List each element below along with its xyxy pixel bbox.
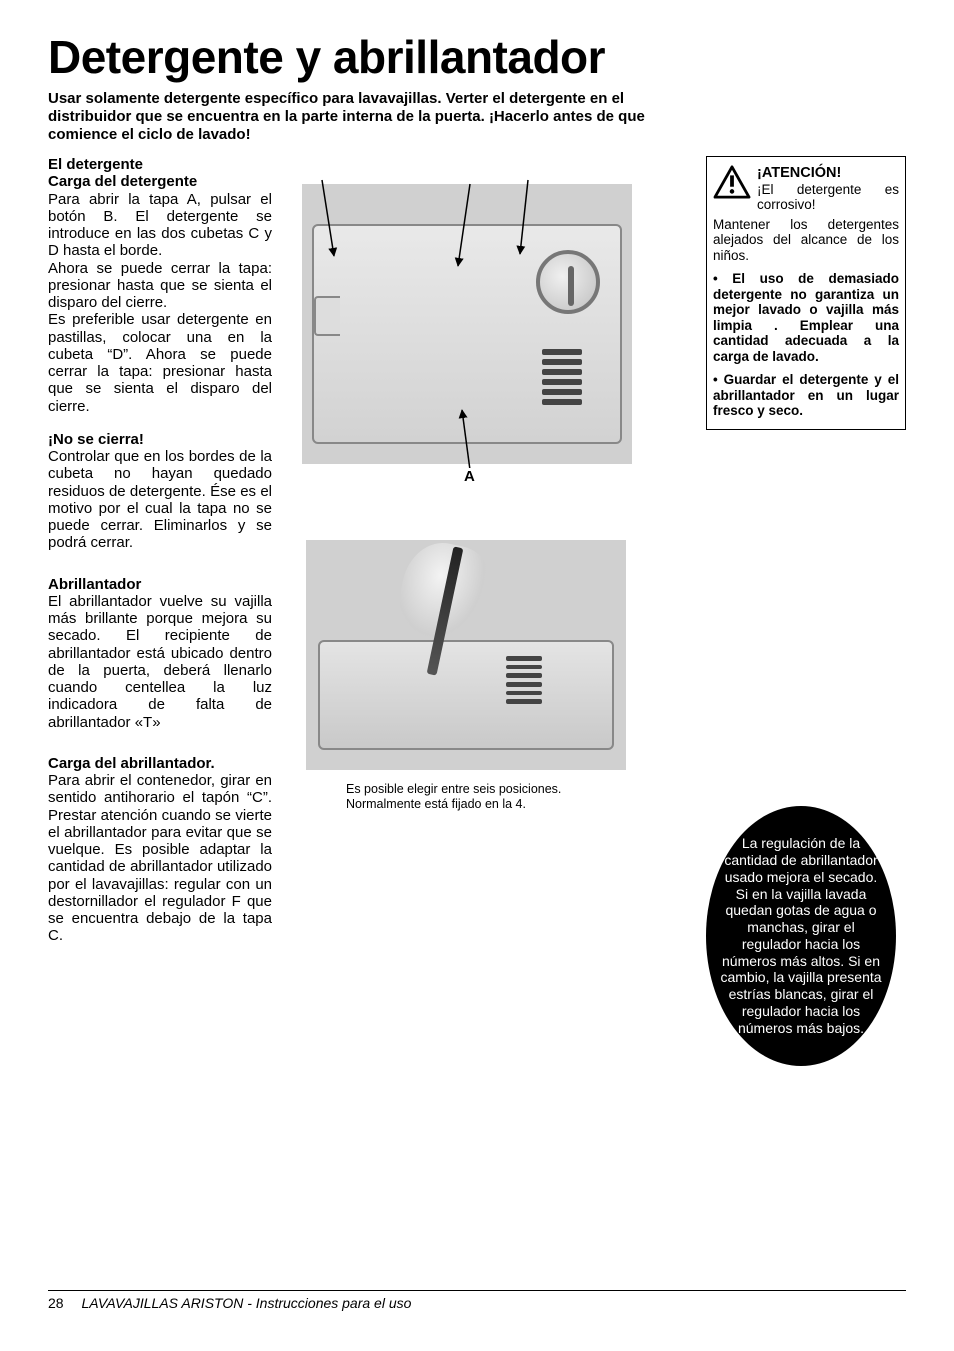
para-open-lid: Para abrir la tapa A, pulsar el botón B.… (48, 191, 272, 260)
para-close-lid: Ahora se puede cerrar la tapa: presionar… (48, 260, 272, 312)
warning-subtitle: ¡El detergente es corrosivo! (757, 182, 899, 213)
heading-no-cierra: ¡No se cierra! (48, 431, 272, 448)
intro-paragraph: Usar solamente detergente específico par… (48, 90, 688, 144)
warning-bullet-overuse: • El uso de demasiado detergente no gara… (713, 271, 899, 364)
detergent-dispenser-photo (302, 184, 632, 464)
tip-oval: La regulación de la cantidad de abrillan… (706, 806, 896, 1066)
heading-carga-abrillantador: Carga del abrillantador. (48, 755, 272, 772)
content-columns: El detergente Carga del detergente Para … (48, 156, 906, 1066)
diagram-label-a: A (462, 468, 477, 485)
middle-column: B D C (292, 156, 672, 1066)
rinse-dispenser-vent (506, 656, 542, 704)
photo-caption: Es posible elegir entre seis posiciones.… (346, 782, 626, 812)
dispenser-body (312, 224, 622, 444)
heading-detergente: El detergente (48, 156, 272, 173)
footer-text: LAVAVAJILLAS ARISTON - Instrucciones par… (81, 1295, 411, 1311)
rinse-dispenser-body (318, 640, 614, 750)
left-column: El detergente Carga del detergente Para … (48, 156, 272, 1066)
para-abrillantador: El abrillantador vuelve su vajilla más b… (48, 593, 272, 731)
dispenser-dial (536, 250, 600, 314)
rinse-aid-photo (306, 540, 626, 770)
warning-triangle-icon (713, 165, 751, 199)
page-title: Detergente y abrillantador (48, 30, 906, 84)
caption-line1: Es posible elegir entre seis posiciones. (346, 782, 626, 797)
page-number: 28 (48, 1295, 64, 1311)
warning-children: Mantener los detergentes alejados del al… (713, 217, 899, 264)
tip-oval-text: La regulación de la cantidad de abrillan… (720, 835, 882, 1037)
warning-bullet-storage: • Guardar el detergen­te y el abrillanta… (713, 372, 899, 419)
dispenser-vent (542, 342, 582, 412)
para-tablets: Es preferible usar detergente en pastill… (48, 311, 272, 415)
heading-carga-detergente: Carga del detergente (48, 173, 272, 190)
spacer (706, 430, 906, 782)
warning-title: ¡ATENCIÓN! (757, 165, 899, 182)
right-column: ¡ATENCIÓN! ¡El detergente es corrosivo! … (706, 156, 906, 1066)
para-no-cierra: Controlar que en los bordes de la cubeta… (48, 448, 272, 552)
dispenser-latch (314, 296, 340, 336)
caption-line2: Normalmente está fijado en la 4. (346, 797, 626, 812)
warning-box: ¡ATENCIÓN! ¡El detergente es corrosivo! … (706, 156, 906, 430)
heading-abrillantador: Abrillantador (48, 576, 272, 593)
page-footer: 28 LAVAVAJILLAS ARISTON - Instrucciones … (48, 1290, 906, 1311)
para-carga-abrillantador: Para abrir el contenedor, girar en senti… (48, 772, 272, 945)
